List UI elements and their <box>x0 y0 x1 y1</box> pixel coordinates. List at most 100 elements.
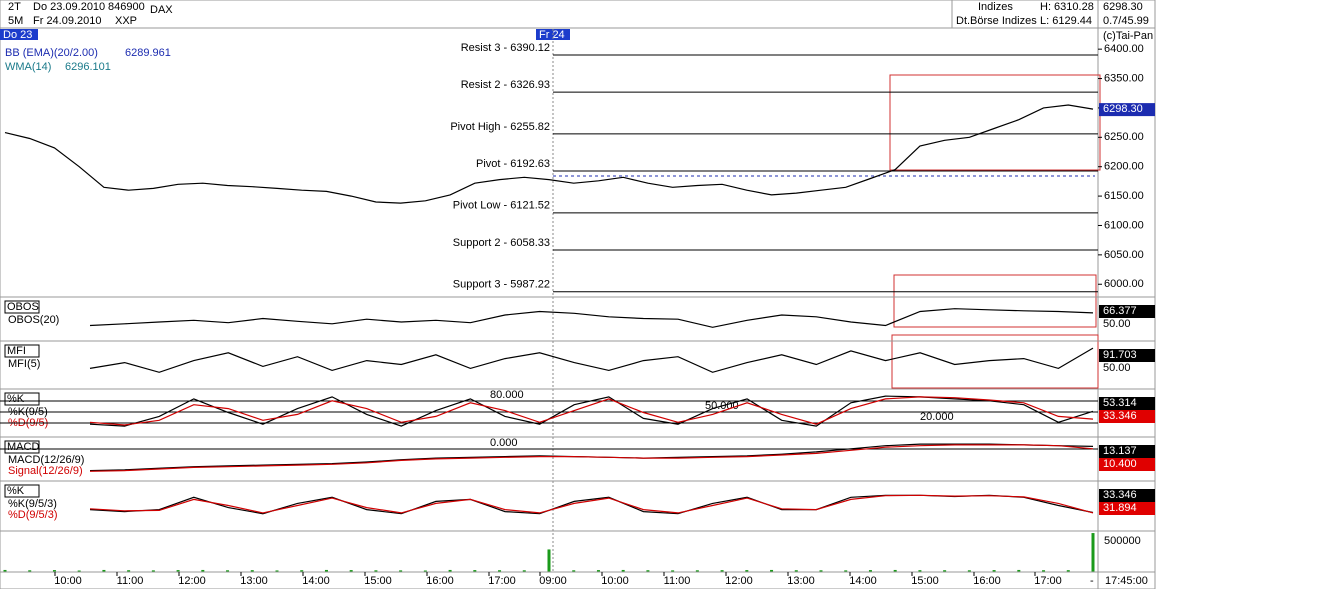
volume-bar <box>1042 570 1046 572</box>
price-line <box>4 104 1094 204</box>
volume-bar <box>522 570 526 572</box>
value-tag <box>1099 445 1155 458</box>
time-label: 15:00 <box>911 575 939 587</box>
volume-bar <box>943 570 947 572</box>
value-tag-label: 31.894 <box>1103 502 1137 514</box>
value-tag-label: 66.377 <box>1103 305 1137 317</box>
volume-bar <box>1091 533 1095 572</box>
panel-button <box>4 300 40 314</box>
value-tag-label: 50.00 <box>1103 362 1131 374</box>
volume-bar <box>176 570 180 572</box>
time-label: 11:00 <box>664 575 691 587</box>
y-tick-label: 6350.00 <box>1104 72 1144 84</box>
pivot-label: Support 3 - 5987.22 <box>453 279 550 291</box>
time-label: 16:00 <box>426 575 454 587</box>
wma-label: WMA(14) <box>5 61 51 73</box>
volume-bar <box>374 570 378 572</box>
volume-bar <box>28 570 32 572</box>
period: 2T <box>8 1 21 13</box>
highlight-box <box>891 334 1099 389</box>
pivot-label: Pivot - 6192.63 <box>476 158 550 170</box>
date: Do 23.09.2010 <box>33 1 105 13</box>
panel-button <box>4 392 40 406</box>
level-label: 20.000 <box>920 411 954 423</box>
volume-bar <box>868 570 872 572</box>
indicator-line <box>89 396 1094 426</box>
time-label: 13:00 <box>240 575 268 587</box>
high: H: 6310.28 <box>1040 1 1094 13</box>
price-tag <box>1099 103 1155 117</box>
date: Fr 24.09.2010 <box>33 15 102 27</box>
price-tag-label: 6298.30 <box>1103 103 1143 115</box>
volume-bar <box>498 570 502 572</box>
time-label: 17:00 <box>488 575 516 587</box>
volume-bar <box>1017 569 1021 572</box>
volume-bar <box>918 570 922 572</box>
panel-button-label: MFI <box>7 345 26 357</box>
interval: 5M <box>8 15 23 27</box>
panel-button-label: MACD <box>7 441 39 453</box>
time-label: 15:00 <box>364 575 392 587</box>
value-tag <box>1099 458 1155 471</box>
volume-bar <box>572 570 576 572</box>
volume-bar <box>992 570 996 572</box>
panel-button-label: OBOS <box>7 301 39 313</box>
panel-button-label: %K <box>7 485 25 497</box>
volume-bar <box>671 570 675 572</box>
pivot-label: Resist 3 - 6390.12 <box>461 42 550 54</box>
low: L: 6129.44 <box>1040 15 1092 27</box>
pivot-label: Pivot Low - 6121.52 <box>453 200 550 212</box>
value-tag <box>1099 397 1155 410</box>
volume-bar <box>52 570 56 572</box>
panel-label-2: Signal(12/26/9) <box>8 465 83 477</box>
panel-button-label: %K <box>7 393 25 405</box>
time-end: - <box>1090 575 1094 587</box>
time-label: 11:00 <box>117 575 144 587</box>
volume-bar <box>794 570 798 572</box>
indicator-line <box>89 494 1094 514</box>
indicator-line <box>89 347 1094 373</box>
time-label: 17:00 <box>1034 575 1062 587</box>
value-tag-label: 33.346 <box>1103 410 1137 422</box>
volume-bar <box>3 569 7 572</box>
value-tag-label: 13.137 <box>1103 445 1137 457</box>
value-tag <box>1099 489 1155 502</box>
time-label: 16:00 <box>973 575 1001 587</box>
panel-label: %K(9/5/3) <box>8 498 57 510</box>
volume-bar <box>201 569 205 572</box>
time-label: 14:00 <box>849 575 877 587</box>
volume-bar <box>547 549 551 572</box>
panel-label-2: %D(9/5/3) <box>8 509 58 521</box>
value-tag-label: 50.00 <box>1103 318 1131 330</box>
change: 0.7/45.99 <box>1103 15 1149 27</box>
value-tag-label: 33.346 <box>1103 489 1137 501</box>
wma-value: 6296.101 <box>65 61 111 73</box>
volume-bar <box>300 570 304 572</box>
y-tick-label: 6400.00 <box>1104 43 1144 55</box>
volume-bar <box>695 570 699 572</box>
volume-bar <box>127 570 131 572</box>
volume-bar <box>275 570 279 572</box>
pivot-label: Pivot High - 6255.82 <box>450 121 550 133</box>
pivot-label: Support 2 - 6058.33 <box>453 237 550 249</box>
day-label: Fr 24 <box>539 29 565 41</box>
day-label: Do 23 <box>3 29 32 41</box>
volume-bar <box>349 570 353 572</box>
highlight-box <box>889 74 1101 171</box>
indicator-line <box>89 308 1094 328</box>
volume-bar <box>399 570 403 572</box>
volume-bar <box>720 570 724 572</box>
panel-label: OBOS(20) <box>8 314 59 326</box>
symbol: DAX <box>150 4 173 16</box>
time-label: 12:00 <box>725 575 753 587</box>
pivot-label: Resist 2 - 6326.93 <box>461 79 550 91</box>
volume-bar <box>102 569 106 572</box>
time-label: 09:00 <box>539 575 567 587</box>
volume-bar <box>324 569 328 572</box>
time-label: 10:00 <box>54 575 82 587</box>
panel-button <box>4 440 40 454</box>
volume-bar <box>151 570 155 572</box>
volume-bar <box>1066 570 1070 572</box>
frame <box>0 0 1156 589</box>
y-tick-label: 6000.00 <box>1104 278 1144 290</box>
